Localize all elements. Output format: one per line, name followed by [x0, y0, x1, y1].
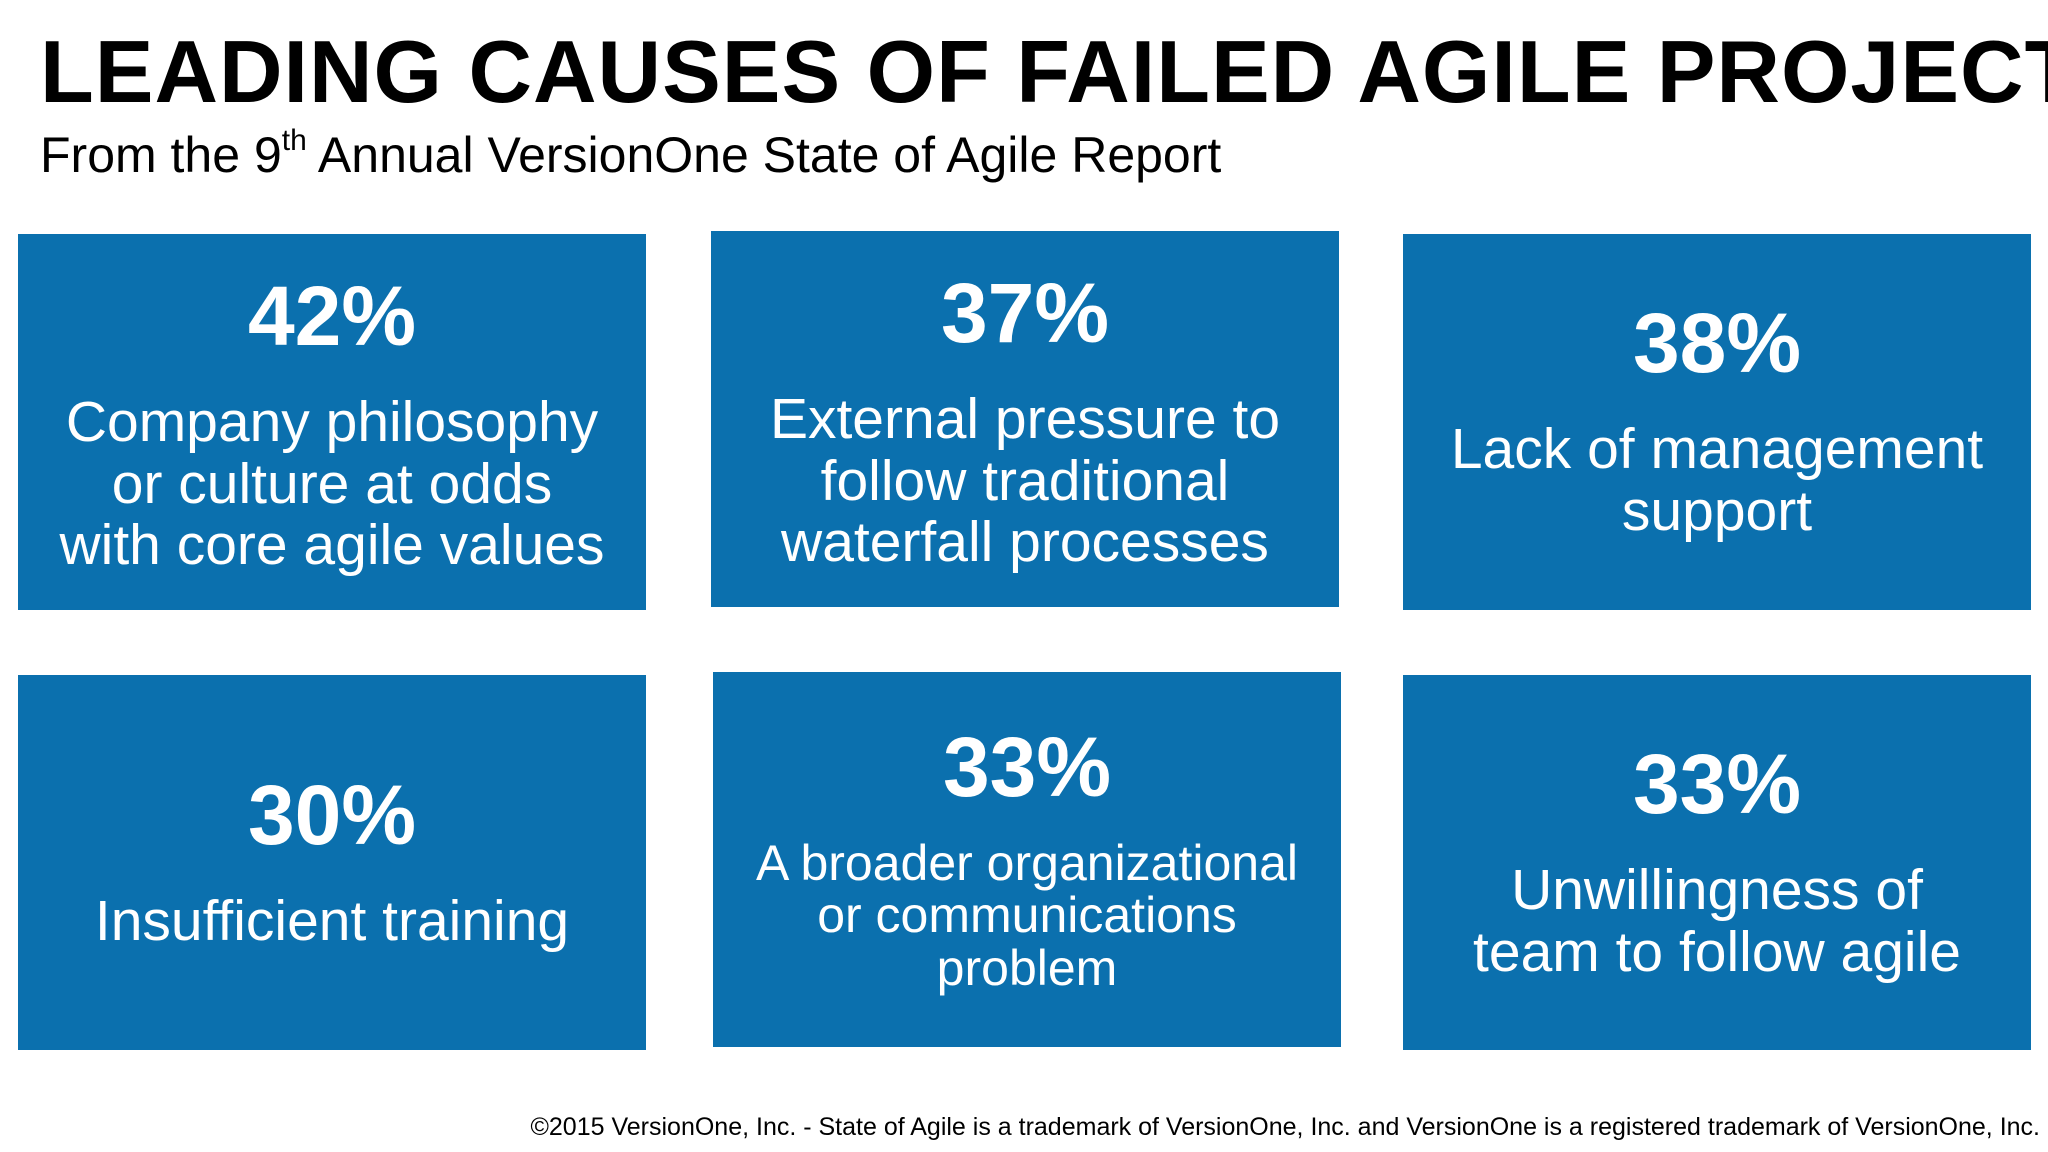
cause-percent: 30%: [247, 767, 417, 862]
cause-description-line: External pressure to: [769, 387, 1281, 451]
cause-description: Company philosophy or culture at odds wi…: [59, 390, 605, 578]
subtitle-prefix: From the 9: [40, 127, 282, 183]
cause-card-insufficient-training: 30% Insufficient training: [18, 675, 646, 1050]
cause-description-line: Company philosophy: [65, 390, 599, 454]
cause-percent: 38%: [1632, 296, 1802, 391]
cause-description-line: Insufficient training: [94, 888, 570, 953]
cause-description-line: waterfall processes: [781, 510, 1269, 575]
cause-description-line: A broader organizational: [755, 834, 1299, 891]
cause-card-organizational-problem: 33% A broader organizational or communic…: [713, 672, 1341, 1047]
subtitle-suffix: Annual VersionOne State of Agile Report: [306, 127, 1222, 183]
cause-card-company-philosophy: 42% Company philosophy or culture at odd…: [18, 234, 646, 610]
subtitle-superscript: th: [281, 124, 307, 157]
copyright-footer: ©2015 VersionOne, Inc. - State of Agile …: [530, 1113, 2040, 1141]
cause-percent: 42%: [247, 269, 417, 363]
cause-percent: 37%: [940, 266, 1110, 360]
cause-description: A broader organizational or communicatio…: [756, 837, 1298, 995]
cause-percent: 33%: [942, 719, 1112, 814]
cause-percent: 33%: [1632, 736, 1802, 831]
cause-description-line: problem: [936, 939, 1118, 996]
cause-description-line: with core agile values: [59, 513, 605, 578]
cause-description-line: support: [1621, 479, 1813, 543]
cause-description: External pressure to follow traditional …: [769, 387, 1281, 575]
cause-description-line: or culture at odds: [111, 451, 553, 516]
cause-card-management-support: 38% Lack of management support: [1403, 234, 2031, 610]
cause-card-team-unwillingness: 33% Unwillingness of team to follow agil…: [1403, 675, 2031, 1050]
page-title: LEADING CAUSES OF FAILED AGILE PROJECTS: [40, 22, 2048, 121]
cause-description-line: team to follow agile: [1473, 919, 1961, 984]
cause-description: Lack of management support: [1451, 419, 1983, 542]
page-subtitle: From the 9th Annual VersionOne State of …: [40, 126, 1222, 183]
cause-description-line: Lack of management: [1450, 417, 1984, 482]
cause-description: Unwillingness of team to follow agile: [1473, 857, 1961, 984]
cause-description-line: follow traditional: [820, 448, 1230, 513]
cause-description-line: or communications: [817, 887, 1237, 944]
cause-description-line: Unwillingness of: [1511, 857, 1923, 922]
cause-description: Insufficient training: [94, 888, 570, 953]
cause-card-external-pressure: 37% External pressure to follow traditio…: [711, 231, 1339, 607]
